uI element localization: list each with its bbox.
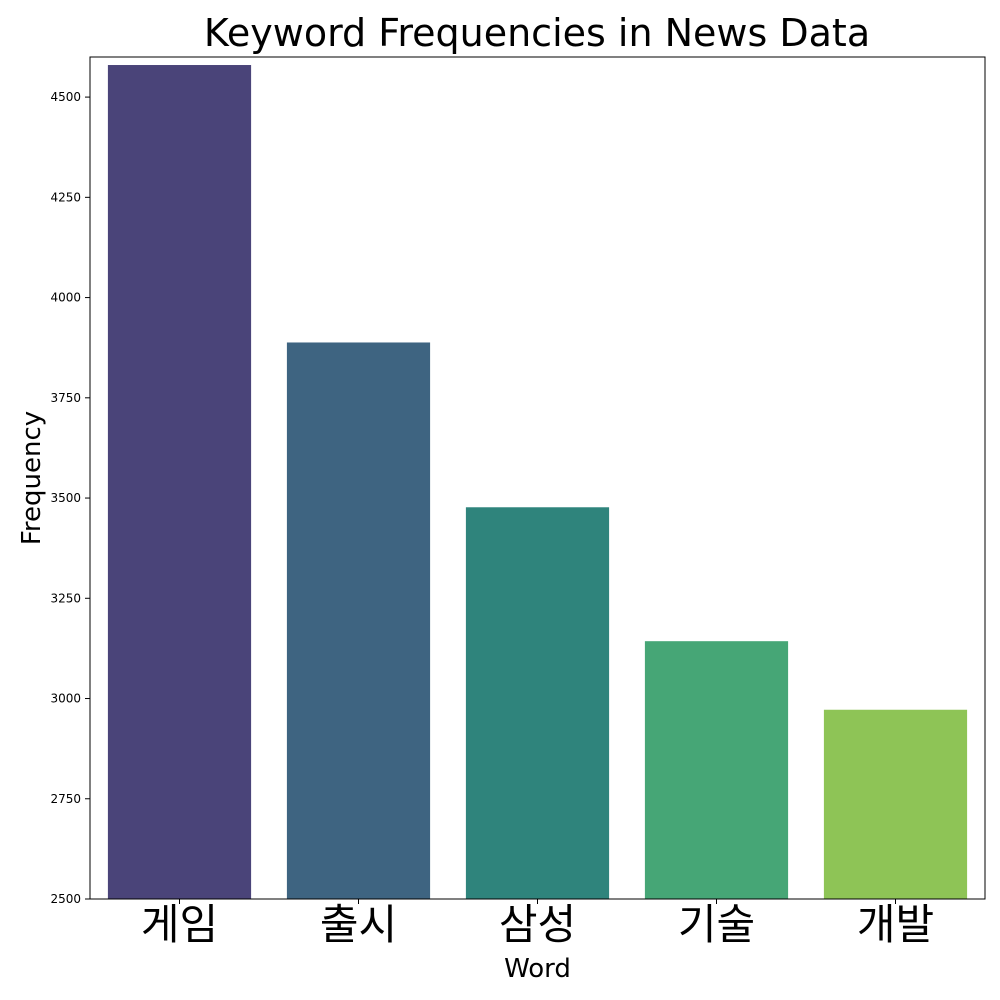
bar-3 [465, 507, 610, 899]
bars-group [107, 65, 968, 900]
y-tick-label: 3750 [50, 391, 81, 405]
y-tick-label: 2500 [50, 892, 81, 906]
x-tick-label: 게임 [141, 900, 218, 949]
y-tick-label: 4500 [50, 90, 81, 104]
x-axis-label: Word [504, 954, 571, 984]
y-tick-label: 2750 [50, 792, 81, 806]
y-tick-label: 3250 [50, 591, 81, 605]
x-axis-ticks: 게임 출시 삼성 기술 개발 [141, 899, 934, 949]
y-tick-label: 4000 [50, 291, 81, 305]
y-axis-ticks: 2500 2750 3000 3250 3500 3750 4000 4250 4500 [50, 90, 90, 906]
x-tick-label: 기술 [678, 900, 755, 949]
y-tick-label: 3000 [50, 692, 81, 706]
bar-1 [107, 65, 252, 900]
bar-4 [644, 641, 789, 899]
y-tick-label: 4250 [50, 190, 81, 204]
plot-area-frame [89, 56, 986, 900]
y-tick-label: 3500 [50, 491, 81, 505]
bar-2 [286, 342, 431, 899]
x-tick-label: 삼성 [499, 900, 576, 949]
y-axis-label: Frequency [17, 411, 47, 545]
x-tick-label: 개발 [857, 900, 934, 949]
chart-title: Keyword Frequencies in News Data [204, 11, 870, 55]
x-tick-label: 출시 [320, 900, 397, 949]
bar-5 [823, 709, 968, 899]
